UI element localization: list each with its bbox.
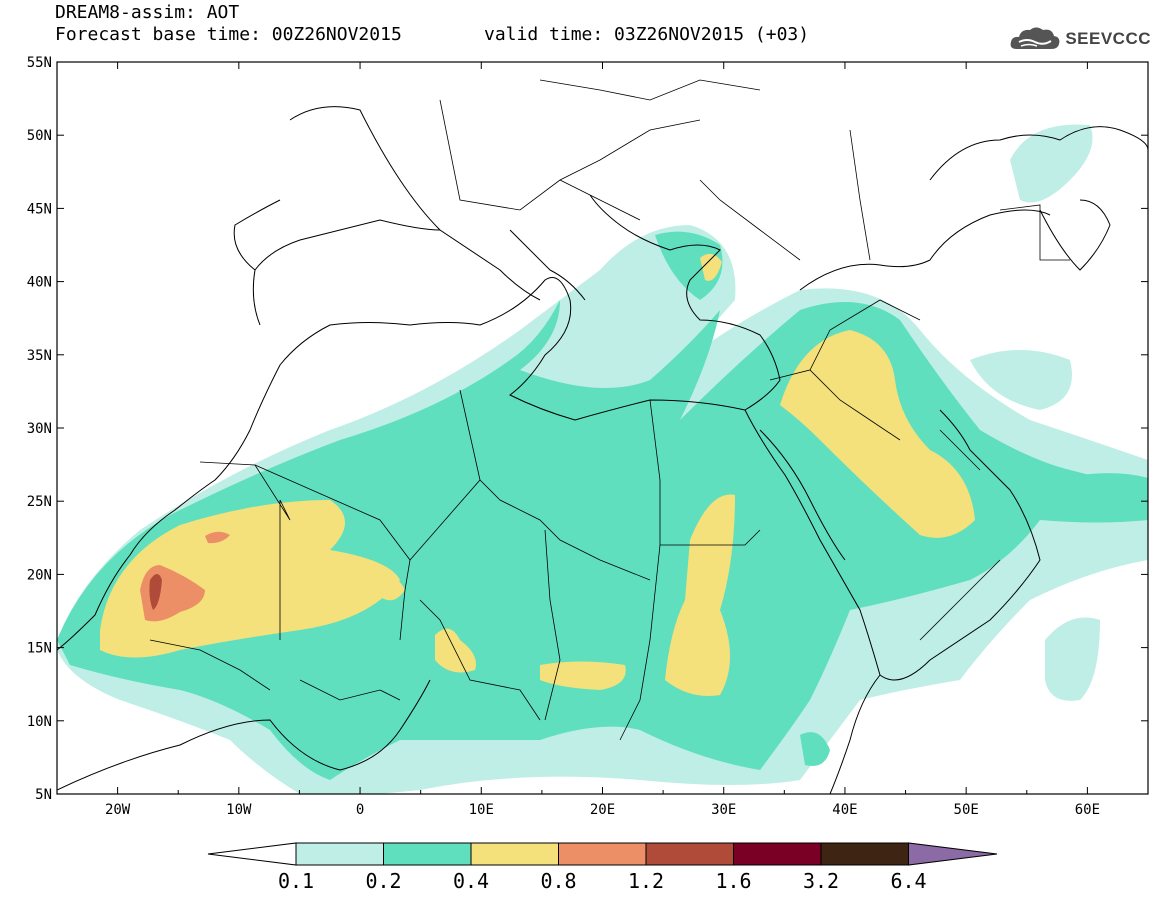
colorbar-segment [733,842,822,866]
cloud-icon [1010,27,1060,49]
lon-tick-label: 10E [469,802,494,818]
seevccc-logo: SEEVCCC [1009,24,1151,54]
colorbar-segment [470,842,559,866]
lon-tick-label: 40E [832,802,857,818]
colorbar-segment [645,842,734,866]
lat-tick-label: 35N [27,348,52,364]
lon-axis: 20W 10W 0 10E 20E 30E 40E 50E 60E [56,62,1149,818]
colorbar-segment [383,842,472,866]
colorbar-segment [820,842,909,866]
aot-field [57,124,1148,794]
lon-tick-label: 20E [590,802,615,818]
lat-tick-label: 45N [27,201,52,217]
lat-tick-label: 55N [27,55,52,71]
lon-tick-label: 20W [105,802,131,818]
lat-tick-label: 15N [27,641,52,657]
lon-tick-label: 60E [1075,802,1100,818]
logo-text: SEEVCCC [1065,29,1151,48]
colorbar-over-arrow [908,842,998,866]
lat-axis: 55N 50N 45N 40N 35N 30N 25N 20N 15N 10N 5N [27,55,1148,803]
lat-tick-label: 50N [27,128,52,144]
coastlines [57,106,1148,794]
country-borders [149,79,1070,741]
lon-tick-label: 0 [356,802,364,818]
lat-tick-label: 40N [27,275,52,291]
lon-tick-label: 50E [954,802,979,818]
lon-tick-label: 10W [226,802,252,818]
colorbar-label: 1.6 [715,869,751,893]
lon-tick-label: 30E [711,802,736,818]
lat-tick-label: 10N [27,714,52,730]
lat-tick-label: 30N [27,421,52,437]
aot-level-1.2 [149,574,162,610]
colorbar-label: 3.2 [803,869,839,893]
colorbar-segment [558,842,647,866]
lat-tick-label: 20N [27,567,52,583]
colorbar-label: 0.8 [540,869,576,893]
colorbar-segment [295,842,384,866]
colorbar-label: 6.4 [890,869,926,893]
colorbar-label: 0.1 [278,869,314,893]
chart-title: DREAM8-assim: AOT [55,2,240,23]
colorbar-label: 1.2 [628,869,664,893]
forecast-base-time: Forecast base time: 00Z26NOV2015 [55,24,402,45]
valid-time: valid time: 03Z26NOV2015 (+03) [484,24,810,45]
colorbar-label: 0.4 [453,869,489,893]
lat-tick-label: 5N [35,787,52,803]
colorbar-label: 0.2 [365,869,401,893]
colorbar: 0.1 0.2 0.4 0.8 1.2 1.6 3.2 6.4 [207,842,998,893]
lat-tick-label: 25N [27,494,52,510]
colorbar-under-arrow [207,842,297,866]
